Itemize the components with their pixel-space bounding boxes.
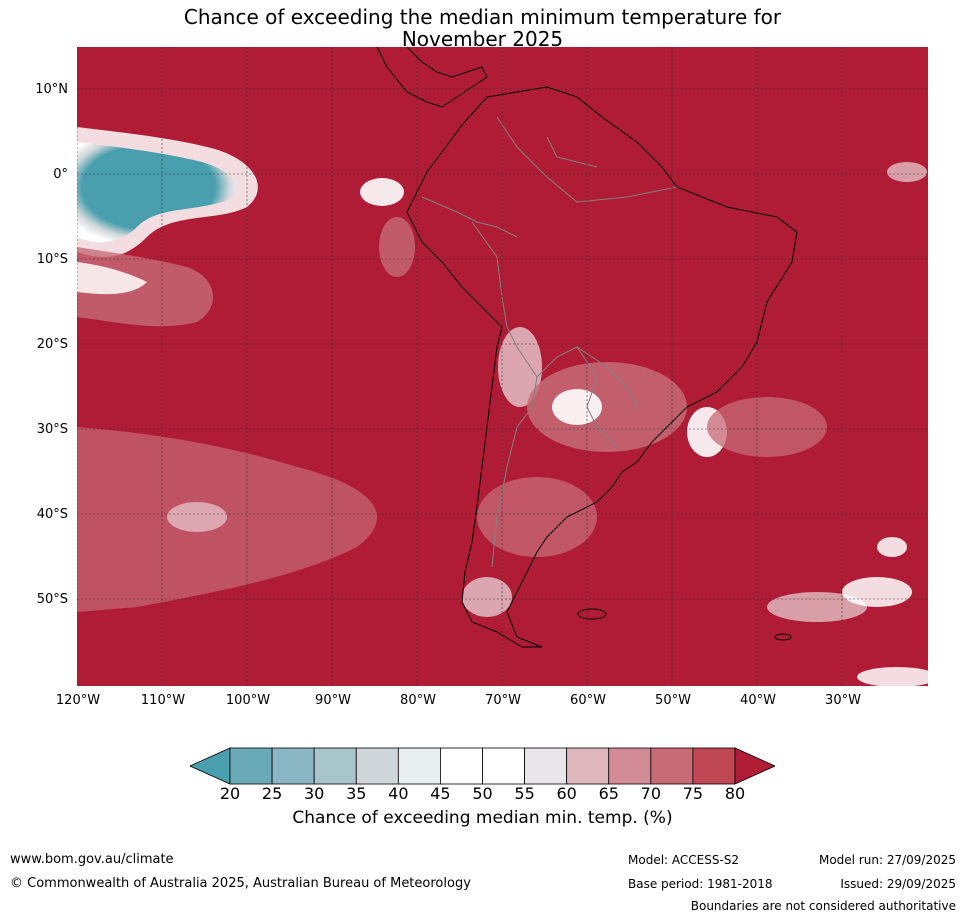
lat-label-30s: 30°S (36, 422, 68, 437)
colorbar-segment (650, 747, 694, 785)
colorbar-segment (482, 747, 525, 785)
colorbar-tick-label: 65 (598, 784, 619, 803)
colorbar-high-extension (734, 747, 775, 785)
south-america-coastline (406, 86, 798, 648)
colorbar-tick-label: 40 (388, 784, 409, 803)
colorbar-segment (608, 747, 652, 785)
falkland-islands (577, 608, 607, 620)
colorbar-tick-label: 25 (261, 784, 283, 803)
lat-label-10s: 10°S (36, 252, 68, 267)
colorbar-tick-label: 70 (640, 784, 662, 803)
lat-label-10n: 10°N (35, 82, 68, 97)
lat-label-20s: 20°S (36, 337, 68, 352)
model-run-text: Model run: 27/09/2025 (818, 853, 956, 867)
lon-label-60w: 60°W (570, 693, 606, 708)
lon-label-100w: 100°W (225, 693, 271, 708)
model-text: Model: ACCESS-S2 (628, 853, 740, 867)
lon-label-80w: 80°W (400, 693, 436, 708)
colorbar-low-extension (190, 747, 231, 785)
colorbar-segment (271, 747, 315, 785)
probability-map (77, 47, 928, 686)
colorbar-segment (355, 747, 399, 785)
colorbar-segment (313, 747, 357, 785)
lon-label-70w: 70°W (485, 693, 521, 708)
copyright-text: © Commonwealth of Australia 2025, Austra… (10, 876, 471, 891)
base-period-text: Base period: 1981-2018 (628, 877, 773, 891)
lon-label-110w: 110°W (140, 693, 186, 708)
map-title-line2: November 2025 (401, 27, 564, 51)
colorbar-segment (397, 747, 441, 785)
lon-label-50w: 50°W (655, 693, 691, 708)
disclaimer-text: Boundaries are not considered authoritat… (690, 899, 956, 913)
lat-label-40s: 40°S (36, 507, 68, 522)
colorbar-segment (692, 747, 736, 785)
colorbar-tick-label: 30 (303, 784, 325, 803)
colorbar-segment (566, 747, 610, 785)
lon-label-30w: 30°W (825, 693, 861, 708)
country-borders (421, 116, 678, 568)
lat-label-50s: 50°S (36, 592, 68, 607)
colorbar-segment (440, 747, 483, 785)
colorbar-segment (229, 747, 273, 785)
central-america-coastline (376, 47, 488, 108)
colorbar-tick-label: 50 (472, 784, 493, 803)
probability-patches (77, 127, 928, 686)
colorbar (190, 747, 775, 785)
colorbar-label: Chance of exceeding median min. temp. (%… (292, 808, 673, 828)
colorbar-segment (524, 747, 568, 785)
colorbar-tick-label: 55 (514, 784, 535, 803)
colorbar-tick-label: 35 (346, 784, 367, 803)
map-title-line1: Chance of exceeding the median minimum t… (183, 5, 782, 29)
south-georgia (774, 633, 792, 641)
colorbar-tick-label: 45 (430, 784, 451, 803)
colorbar-tick-label: 80 (724, 784, 746, 803)
colorbar-tick-label: 20 (219, 784, 241, 803)
lat-label-0: 0° (53, 167, 68, 182)
lon-label-40w: 40°W (740, 693, 776, 708)
issued-text: Issued: 29/09/2025 (840, 877, 956, 891)
colorbar-tick-label: 75 (682, 784, 704, 803)
lon-label-120w: 120°W (55, 693, 101, 708)
lon-label-90w: 90°W (315, 693, 351, 708)
colorbar-tick-label: 60 (556, 784, 577, 803)
graticule (77, 47, 928, 686)
website-link[interactable]: www.bom.gov.au/climate (10, 852, 174, 867)
